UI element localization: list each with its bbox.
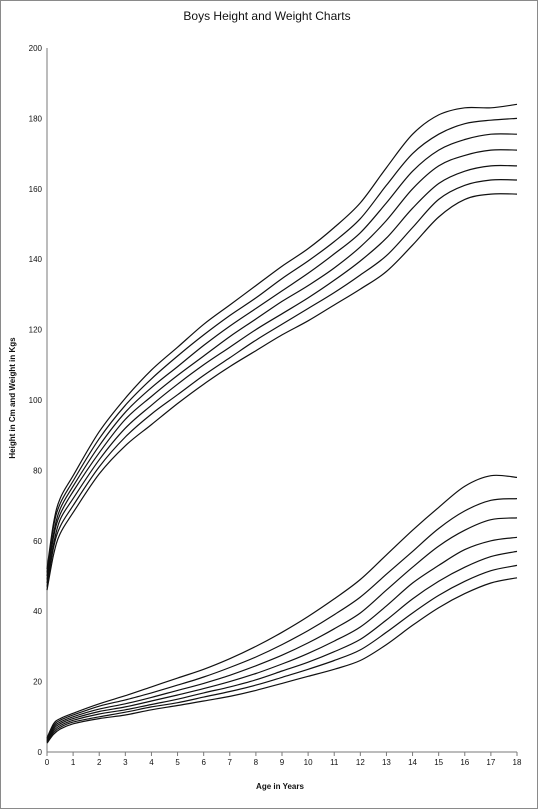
x-tick-label: 12 xyxy=(356,758,365,767)
height-curve-2 xyxy=(46,179,518,587)
weight-curve-1 xyxy=(46,577,518,744)
height-curve-3 xyxy=(46,164,518,584)
x-tick-label: 2 xyxy=(97,758,102,767)
x-tick-label: 18 xyxy=(513,758,522,767)
weight-curve-3 xyxy=(46,550,518,742)
curves-layer xyxy=(46,103,518,744)
x-tick-label: 13 xyxy=(382,758,391,767)
y-tick-label: 180 xyxy=(29,114,43,123)
x-tick-label: 4 xyxy=(149,758,154,767)
y-tick-label: 80 xyxy=(33,466,42,475)
x-tick-label: 0 xyxy=(45,758,50,767)
y-tick-label: 120 xyxy=(29,326,43,335)
y-tick-label: 20 xyxy=(33,678,42,687)
x-tick-label: 17 xyxy=(486,758,495,767)
x-axis-label: Age in Years xyxy=(256,782,304,791)
height-curve-1 xyxy=(46,193,518,591)
weight-curve-5 xyxy=(46,517,518,740)
x-tick-label: 10 xyxy=(304,758,313,767)
height-curve-4 xyxy=(46,149,518,580)
y-tick-label: 100 xyxy=(29,396,43,405)
weight-curve-6 xyxy=(46,498,518,739)
y-axis-label: Height in Cm and Weight in Kgs xyxy=(8,337,17,459)
x-tick-label: 1 xyxy=(71,758,76,767)
y-tick-label: 40 xyxy=(33,607,42,616)
weight-curve-4 xyxy=(46,536,518,742)
x-tick-label: 9 xyxy=(280,758,285,767)
y-tick-label: 60 xyxy=(33,537,42,546)
weight-curve-2 xyxy=(46,564,518,743)
x-tick-label: 16 xyxy=(460,758,469,767)
weight-curve-7 xyxy=(46,474,518,739)
x-tick-label: 7 xyxy=(228,758,233,767)
x-tick-label: 6 xyxy=(201,758,206,767)
height-curve-7 xyxy=(46,103,518,570)
y-tick-label: 0 xyxy=(38,748,43,757)
x-tick-label: 14 xyxy=(408,758,417,767)
x-tick-label: 15 xyxy=(434,758,443,767)
y-tick-label: 140 xyxy=(29,255,43,264)
height-curve-6 xyxy=(46,117,518,573)
x-tick-label: 5 xyxy=(175,758,180,767)
x-tick-label: 11 xyxy=(330,758,339,767)
height-curve-5 xyxy=(46,133,518,577)
y-tick-label: 160 xyxy=(29,185,43,194)
x-tick-label: 8 xyxy=(254,758,259,767)
chart-title: Boys Height and Weight Charts xyxy=(183,9,350,23)
y-tick-label: 200 xyxy=(29,44,43,53)
x-tick-label: 3 xyxy=(123,758,128,767)
